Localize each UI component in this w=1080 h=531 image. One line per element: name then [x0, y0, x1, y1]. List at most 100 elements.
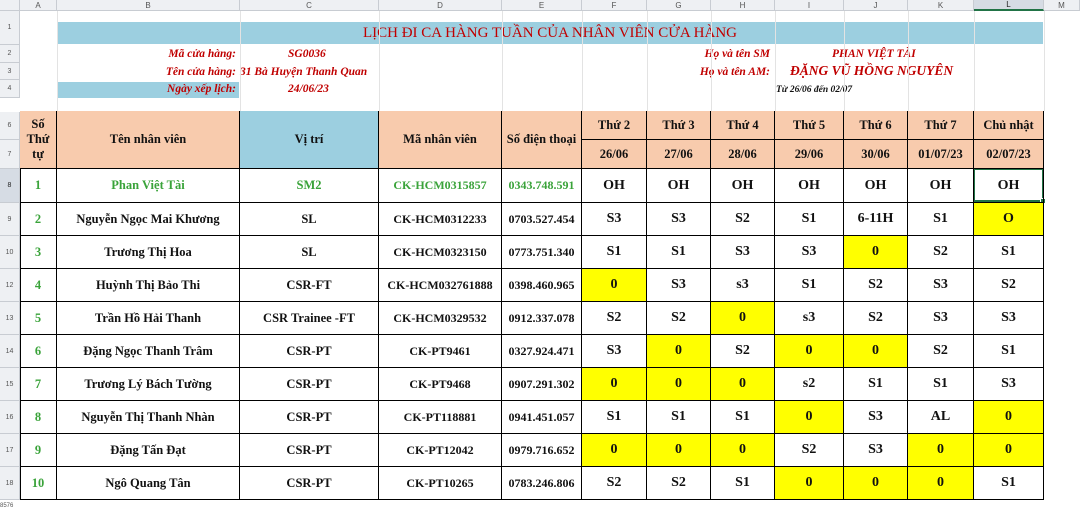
staff-emp-id[interactable]: CK-HCM0323150	[379, 236, 502, 269]
staff-emp-id[interactable]: CK-HCM0312233	[379, 203, 502, 236]
row-header-1[interactable]: 1	[0, 11, 20, 45]
header-date-1[interactable]: 26/06	[582, 140, 647, 169]
staff-no[interactable]: 3	[20, 236, 57, 269]
shift-cell[interactable]: OH	[647, 169, 711, 203]
shift-cell[interactable]: 0	[775, 467, 844, 500]
staff-name[interactable]: Nguyễn Ngọc Mai Khương	[57, 203, 240, 236]
shift-cell[interactable]: OH	[775, 169, 844, 203]
shift-cell[interactable]: S1	[908, 368, 974, 401]
shift-cell[interactable]: 6-11H	[844, 203, 908, 236]
shift-cell[interactable]: S1	[908, 203, 974, 236]
am-name[interactable]: ĐẶNG VŨ HỒNG NGUYÊN	[790, 63, 954, 78]
shift-cell[interactable]: S1	[844, 368, 908, 401]
header-no[interactable]: Số Thứ tự	[20, 111, 57, 169]
shift-cell[interactable]: 0	[711, 368, 775, 401]
select-all-corner[interactable]	[0, 0, 20, 11]
shift-cell[interactable]: S3	[582, 335, 647, 368]
staff-name[interactable]: Huỳnh Thị Bảo Thi	[57, 269, 240, 302]
staff-name[interactable]: Nguyễn Thị Thanh Nhàn	[57, 401, 240, 434]
staff-no[interactable]: 2	[20, 203, 57, 236]
shift-cell[interactable]: S1	[974, 236, 1044, 269]
shift-cell[interactable]: S3	[711, 236, 775, 269]
shift-cell[interactable]: S2	[647, 467, 711, 500]
shift-cell[interactable]: S2	[908, 335, 974, 368]
staff-position[interactable]: CSR Trainee -FT	[240, 302, 379, 335]
column-header-l[interactable]: L	[974, 0, 1044, 11]
column-header-c[interactable]: C	[240, 0, 379, 11]
staff-emp-id[interactable]: CK-PT9468	[379, 368, 502, 401]
shift-cell[interactable]: s3	[711, 269, 775, 302]
staff-no[interactable]: 9	[20, 434, 57, 467]
staff-name[interactable]: Phan Việt Tài	[57, 169, 240, 203]
column-header-d[interactable]: D	[379, 0, 502, 11]
row-header-4[interactable]: 4	[0, 80, 20, 98]
staff-phone[interactable]: 0783.246.806	[502, 467, 582, 500]
row-header-13[interactable]: 13	[0, 302, 20, 335]
staff-no[interactable]: 8	[20, 401, 57, 434]
staff-emp-id[interactable]: CK-PT118881	[379, 401, 502, 434]
shift-cell[interactable]: 0	[974, 401, 1044, 434]
staff-phone[interactable]: 0343.748.591	[502, 169, 582, 203]
shift-cell[interactable]: S1	[647, 401, 711, 434]
row-header-6[interactable]: 6	[0, 112, 20, 140]
schedule-date-value[interactable]: 24/06/23	[288, 83, 329, 95]
shift-cell[interactable]: S1	[711, 467, 775, 500]
header-day-5[interactable]: Thứ 6	[844, 111, 908, 140]
staff-phone[interactable]: 0398.460.965	[502, 269, 582, 302]
shift-cell[interactable]: S2	[974, 269, 1044, 302]
shift-cell[interactable]: S3	[647, 269, 711, 302]
header-date-4[interactable]: 29/06	[775, 140, 844, 169]
staff-position[interactable]: SM2	[240, 169, 379, 203]
shift-cell[interactable]: s2	[775, 368, 844, 401]
header-day-1[interactable]: Thứ 2	[582, 111, 647, 140]
column-header-b[interactable]: B	[57, 0, 240, 11]
shift-cell[interactable]: S1	[775, 203, 844, 236]
shift-cell[interactable]: S3	[582, 203, 647, 236]
header-date-7[interactable]: 02/07/23	[974, 140, 1044, 169]
staff-position[interactable]: SL	[240, 203, 379, 236]
shift-cell[interactable]: 0	[844, 236, 908, 269]
shift-cell[interactable]: 0	[582, 368, 647, 401]
column-header-j[interactable]: J	[844, 0, 908, 11]
shift-cell[interactable]: S3	[908, 269, 974, 302]
shift-cell[interactable]: AL	[908, 401, 974, 434]
row-header-16[interactable]: 16	[0, 401, 20, 434]
column-header-h[interactable]: H	[711, 0, 775, 11]
header-emp-id[interactable]: Mã nhân viên	[379, 111, 502, 169]
shift-cell[interactable]: S3	[775, 236, 844, 269]
shift-cell[interactable]: S3	[844, 434, 908, 467]
shift-cell[interactable]: 0	[711, 302, 775, 335]
staff-position[interactable]: CSR-FT	[240, 269, 379, 302]
staff-position[interactable]: CSR-PT	[240, 335, 379, 368]
sm-name[interactable]: PHAN VIỆT TÀI	[832, 48, 916, 60]
staff-no[interactable]: 10	[20, 467, 57, 500]
shift-cell[interactable]: S1	[974, 467, 1044, 500]
shift-cell[interactable]: 0	[844, 335, 908, 368]
sheet-title[interactable]: LỊCH ĐI CA HÀNG TUẦN CỦA NHÂN VIÊN CỬA H…	[57, 22, 1043, 44]
header-position[interactable]: Vị trí	[240, 111, 379, 169]
shift-cell[interactable]: 0	[647, 434, 711, 467]
shift-cell[interactable]: S2	[711, 203, 775, 236]
shift-cell[interactable]: OH	[974, 169, 1044, 203]
shift-cell[interactable]: OH	[908, 169, 974, 203]
staff-name[interactable]: Trần Hồ Hải Thanh	[57, 302, 240, 335]
header-date-5[interactable]: 30/06	[844, 140, 908, 169]
shift-cell[interactable]: S3	[647, 203, 711, 236]
shift-cell[interactable]: S2	[844, 302, 908, 335]
header-day-7[interactable]: Chủ nhật	[974, 111, 1044, 140]
staff-position[interactable]: CSR-PT	[240, 401, 379, 434]
column-header-g[interactable]: G	[647, 0, 711, 11]
staff-emp-id[interactable]: CK-PT10265	[379, 467, 502, 500]
row-header-9[interactable]: 9	[0, 203, 20, 236]
header-name[interactable]: Tên nhân viên	[57, 111, 240, 169]
staff-phone[interactable]: 0941.451.057	[502, 401, 582, 434]
shift-cell[interactable]: 0	[647, 335, 711, 368]
staff-phone[interactable]: 0327.924.471	[502, 335, 582, 368]
row-header-7[interactable]: 7	[0, 140, 20, 169]
shift-cell[interactable]: O	[974, 203, 1044, 236]
column-header-i[interactable]: I	[775, 0, 844, 11]
row-header-10[interactable]: 10	[0, 236, 20, 269]
staff-emp-id[interactable]: CK-HCM0315857	[379, 169, 502, 203]
staff-no[interactable]: 1	[20, 169, 57, 203]
shift-cell[interactable]: OH	[711, 169, 775, 203]
